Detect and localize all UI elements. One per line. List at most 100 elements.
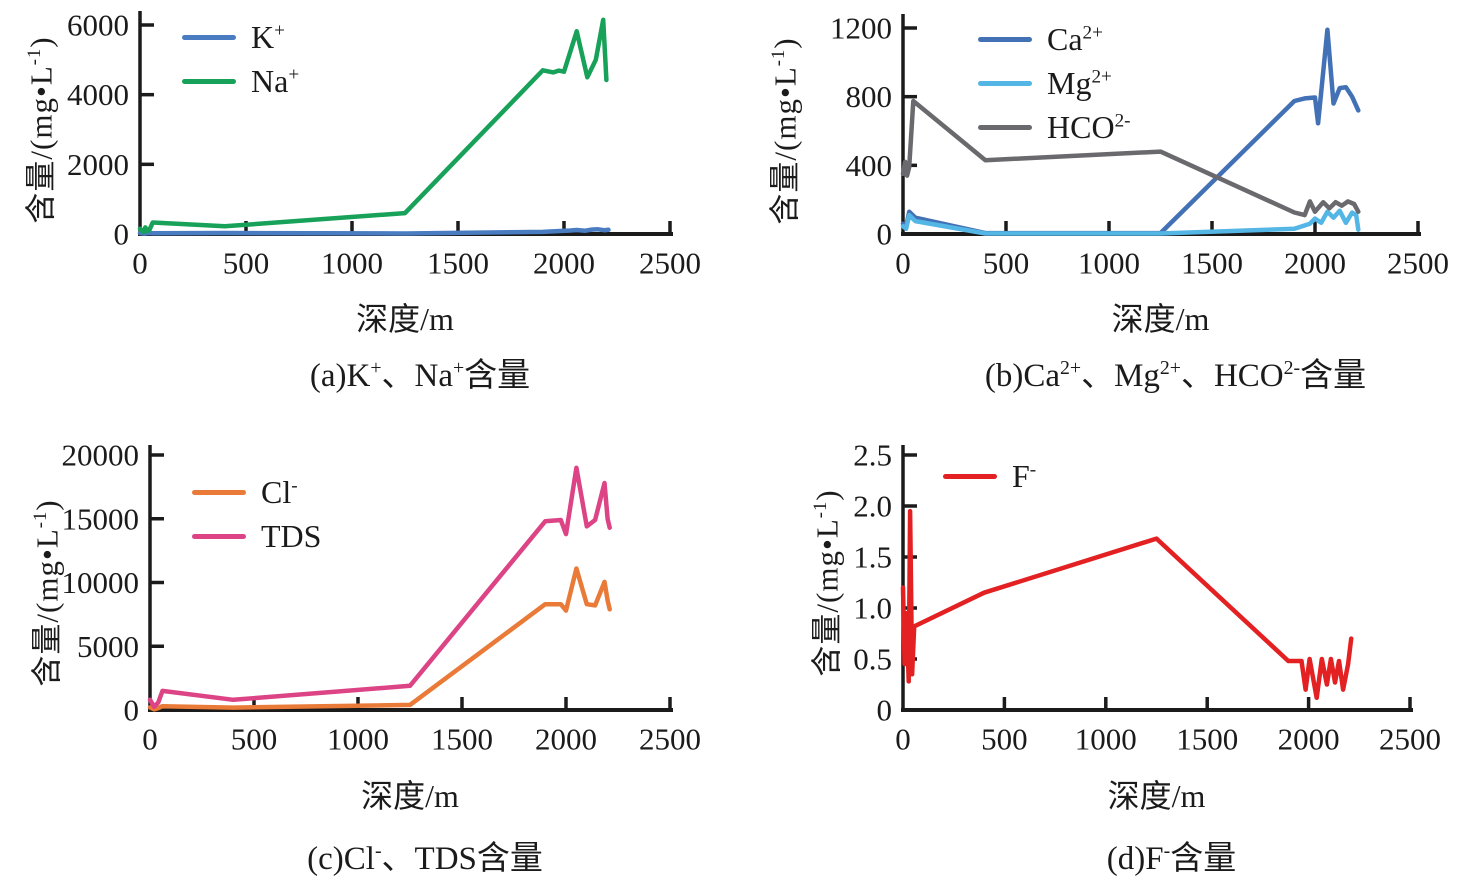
legend-a: K+ Na+ <box>182 19 299 99</box>
y-tick-label: 20000 <box>62 445 140 473</box>
x-tick-label: 1000 <box>1078 246 1140 281</box>
x-tick-label: 500 <box>983 246 1030 281</box>
legend-item-K+: K+ <box>182 19 299 55</box>
x-tick-label: 1000 <box>327 722 389 757</box>
caption-d-sup: - <box>1163 840 1171 862</box>
subplot-a-k-na: 0 500 1000 1500 2000 2500 0 2000 4000 6000 含量/(mg… <box>0 0 738 445</box>
plot-area-b: 0 500 1000 1500 2000 2500 0 400 800 1200 <box>830 11 1449 281</box>
x-tick-label: 500 <box>981 722 1028 757</box>
legend-line-swatch-Ca2+ <box>978 37 1032 43</box>
y-tick-label: 0 <box>114 217 130 252</box>
legend-item-Mg2+: Mg2+ <box>978 66 1131 101</box>
legend-label-F--text: F <box>1012 458 1030 494</box>
caption-c-text: (c)Cl <box>307 841 375 877</box>
legend-label-Na+-sup: + <box>288 64 300 86</box>
legend-label-HCO2--sup: 2- <box>1114 110 1131 132</box>
x-tick-label: 1000 <box>321 246 383 281</box>
y-axis-label-b-text: 含量/(mg•L <box>767 66 803 225</box>
subplot-caption-d: (d)F-含量 <box>1107 831 1236 879</box>
legend-label-Na+: Na+ <box>251 64 299 99</box>
series-line-TDS <box>147 465 612 710</box>
legend-label-Ca2+-sup: 2+ <box>1082 22 1103 44</box>
legend-line-swatch-Cl- <box>192 490 246 496</box>
legend-item-Cl-: Cl- <box>192 474 321 510</box>
x-tick-label: 1500 <box>1181 246 1243 281</box>
y-tick-label: 800 <box>846 79 893 114</box>
subplot-caption-a: (a)K+、Na+含量 <box>310 348 530 396</box>
x-axis-label-a: 深度/m <box>356 301 454 337</box>
caption-d-text: (d)F <box>1106 841 1164 877</box>
legend-label-Mg2+-sup: 2+ <box>1091 66 1112 88</box>
series-line-F- <box>900 508 1354 701</box>
y-axis-label-d: 含量/(mg•L-1) <box>802 489 847 676</box>
x-axis-label-c: 深度/m <box>361 778 459 814</box>
x-tick-label: 0 <box>132 246 148 281</box>
y-axis-label-d-text: 含量/(mg•L <box>809 517 845 677</box>
y-axis-label-c-text: 含量/(mg•L <box>29 527 65 687</box>
legend-label-Cl--text: Cl <box>261 474 292 510</box>
legend-label-Na+-text: Na <box>251 63 289 100</box>
x-tick-label: 1500 <box>431 722 493 757</box>
caption-b-text: 、Mg <box>1081 358 1160 394</box>
y-tick-label: 2.0 <box>853 489 892 524</box>
legend-d: F- <box>943 458 1036 494</box>
legend-label-HCO2--text: HCO <box>1047 109 1115 146</box>
plot-area-a: 0 500 1000 1500 2000 2500 0 2000 4000 6000 <box>67 8 701 281</box>
x-tick-label: 1500 <box>1176 722 1238 757</box>
caption-d-text: 含量 <box>1170 841 1237 877</box>
y-axis-label-d-text: ) <box>809 488 845 501</box>
y-axis-label-c-sup: -1 <box>30 510 52 528</box>
legend-line-swatch-TDS <box>192 534 246 540</box>
legend-b: Ca2+ Mg2+ HCO2- <box>978 21 1131 146</box>
plot-area-c: 0 500 1000 1500 2000 2500 0 5000 10000 15000 20000 <box>62 445 701 757</box>
plot-area-d: 0 500 1000 1500 2000 2500 0 0.5 1.0 1.5 2.0 2.5 <box>853 445 1441 757</box>
y-tick-label: 0 <box>877 217 893 252</box>
x-tick-label: 2500 <box>639 722 701 757</box>
x-tick-label: 2500 <box>1379 722 1441 757</box>
caption-b-sup: 2+ <box>1159 357 1181 379</box>
subplot-c-cl-tds: 0 500 1000 1500 2000 2500 0 5000 10000 15000 20000… <box>0 445 738 891</box>
y-tick-label: 1200 <box>830 11 892 46</box>
caption-a-text: 、Na <box>381 358 453 394</box>
y-tick-label: 1.0 <box>853 591 892 626</box>
y-axis-label-c-text: ) <box>29 498 65 511</box>
x-tick-label: 0 <box>142 722 158 757</box>
series-line-Ca2+ <box>900 27 1361 236</box>
subplot-caption-c: (c)Cl-、TDS含量 <box>307 831 543 879</box>
caption-b-text: 、HCO <box>1180 358 1284 394</box>
x-tick-label: 0 <box>895 722 911 757</box>
y-axis-label-b-sup: -1 <box>768 48 790 67</box>
legend-label-Ca2+: Ca2+ <box>1047 21 1103 57</box>
caption-b-text: 含量 <box>1300 358 1367 394</box>
legend-label-F-: F- <box>1012 458 1036 494</box>
caption-a-text: (a)K <box>309 358 371 394</box>
x-axis-label-d: 深度/m <box>1107 778 1206 814</box>
x-tick-label: 2000 <box>535 722 597 757</box>
legend-item-Na+: Na+ <box>182 64 299 99</box>
x-tick-label: 2500 <box>1387 246 1449 281</box>
y-tick-label: 1.5 <box>853 540 892 575</box>
caption-a-sup: + <box>370 357 382 379</box>
legend-line-swatch-Mg2+ <box>978 81 1032 87</box>
x-tick-label: 0 <box>895 246 911 281</box>
y-tick-label: 15000 <box>62 501 140 536</box>
legend-label-K+-text: K <box>251 19 275 55</box>
x-tick-label: 2000 <box>533 246 595 281</box>
series-line-K+ <box>137 227 611 236</box>
series-line-Cl- <box>147 566 612 712</box>
y-tick-label: 4000 <box>67 77 129 112</box>
x-tick-label: 2500 <box>639 246 701 281</box>
series-line-Mg2+ <box>900 208 1361 236</box>
series-line-HCO2- <box>900 98 1361 218</box>
x-tick-label: 2000 <box>1278 722 1340 757</box>
legend-item-HCO2-: HCO2- <box>978 110 1131 145</box>
subplot-caption-b: (b)Ca2+、Mg2+、HCO2-含量 <box>985 348 1366 396</box>
caption-b-text: (b)Ca <box>984 358 1061 394</box>
x-tick-label: 500 <box>223 246 270 281</box>
legend-label-TDS-text: TDS <box>261 518 322 555</box>
legend-line-swatch-HCO2- <box>978 125 1032 131</box>
y-tick-label: 0 <box>877 693 893 728</box>
subplot-d-f: 0 500 1000 1500 2000 2500 0 0.5 1.0 1.5 2.0 2.5 含量/… <box>738 445 1476 891</box>
legend-label-Cl-: Cl- <box>261 474 298 510</box>
